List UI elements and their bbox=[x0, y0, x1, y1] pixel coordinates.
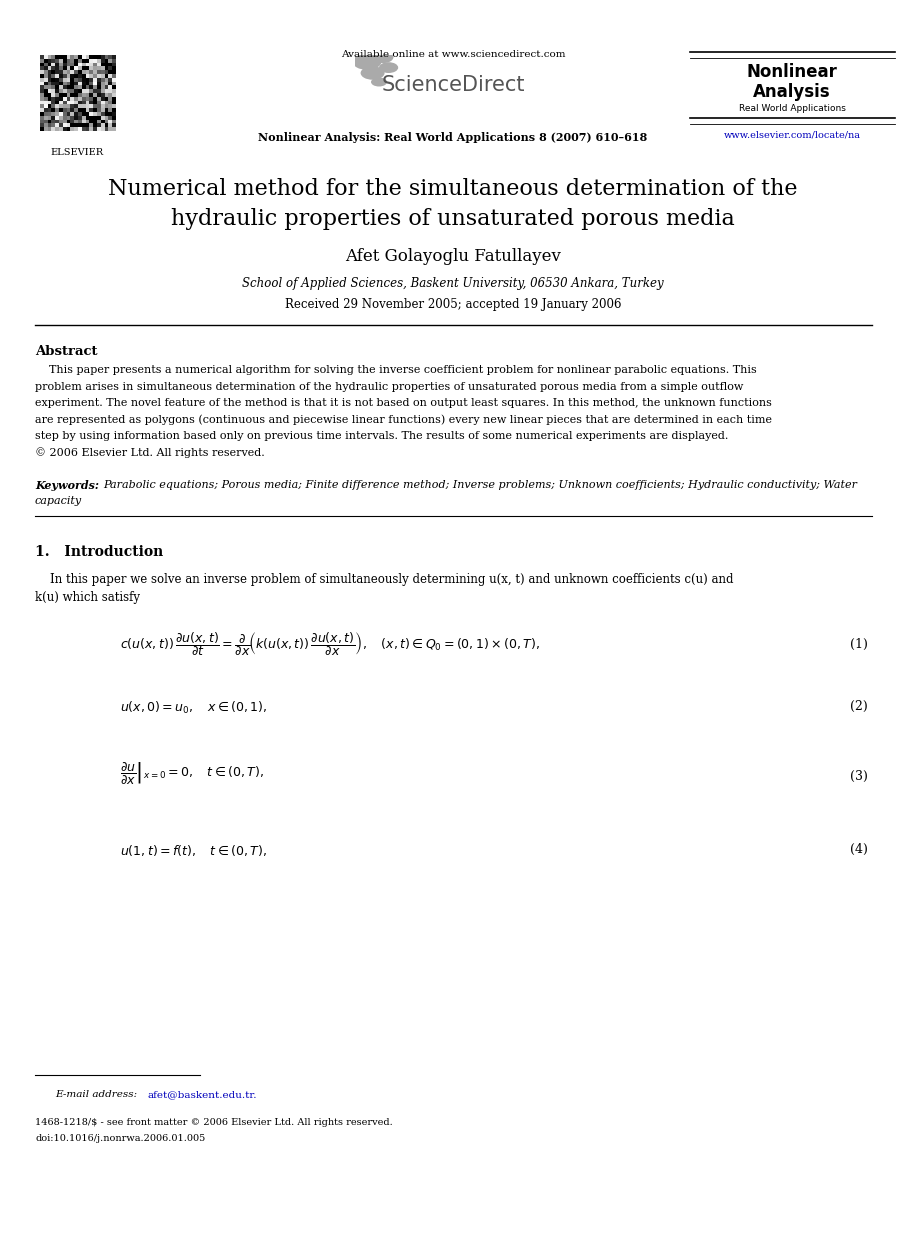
Text: © 2006 Elsevier Ltd. All rights reserved.: © 2006 Elsevier Ltd. All rights reserved… bbox=[35, 447, 265, 458]
Text: $c(u(x,t))\,\dfrac{\partial u(x,t)}{\partial t} = \dfrac{\partial}{\partial x}\!: $c(u(x,t))\,\dfrac{\partial u(x,t)}{\par… bbox=[120, 630, 540, 657]
Text: experiment. The novel feature of the method is that it is not based on output le: experiment. The novel feature of the met… bbox=[35, 397, 772, 409]
Text: hydraulic properties of unsaturated porous media: hydraulic properties of unsaturated poro… bbox=[171, 208, 735, 230]
Circle shape bbox=[361, 67, 385, 79]
Text: Nonlinear Analysis: Real World Applications 8 (2007) 610–618: Nonlinear Analysis: Real World Applicati… bbox=[258, 132, 648, 144]
Text: Keywords:: Keywords: bbox=[35, 480, 102, 491]
Text: Numerical method for the simultaneous determination of the: Numerical method for the simultaneous de… bbox=[108, 178, 798, 201]
Text: Analysis: Analysis bbox=[753, 83, 831, 102]
Text: problem arises in simultaneous determination of the hydraulic properties of unsa: problem arises in simultaneous determina… bbox=[35, 381, 744, 391]
Text: 1468-1218/$ - see front matter © 2006 Elsevier Ltd. All rights reserved.: 1468-1218/$ - see front matter © 2006 El… bbox=[35, 1118, 393, 1127]
Text: $u(x,0) = u_0,\quad x\in(0,1),$: $u(x,0) = u_0,\quad x\in(0,1),$ bbox=[120, 699, 268, 716]
Circle shape bbox=[379, 62, 398, 73]
Text: School of Applied Sciences, Baskent University, 06530 Ankara, Turkey: School of Applied Sciences, Baskent Univ… bbox=[242, 277, 664, 290]
Circle shape bbox=[373, 52, 394, 63]
Circle shape bbox=[371, 78, 387, 87]
Text: doi:10.1016/j.nonrwa.2006.01.005: doi:10.1016/j.nonrwa.2006.01.005 bbox=[35, 1134, 205, 1143]
Text: $\left.\dfrac{\partial u}{\partial x}\right|_{x=0} = 0,\quad t\in(0,T),$: $\left.\dfrac{\partial u}{\partial x}\ri… bbox=[120, 760, 264, 786]
Text: step by using information based only on previous time intervals. The results of : step by using information based only on … bbox=[35, 431, 728, 441]
Text: (3): (3) bbox=[850, 770, 868, 782]
Text: Nonlinear: Nonlinear bbox=[746, 63, 837, 80]
Text: k(u) which satisfy: k(u) which satisfy bbox=[35, 591, 140, 604]
Text: In this paper we solve an inverse problem of simultaneously determining u(x, t) : In this paper we solve an inverse proble… bbox=[35, 573, 734, 586]
Text: $u(1,t) = f(t),\quad t\in(0,T),$: $u(1,t) = f(t),\quad t\in(0,T),$ bbox=[120, 843, 267, 858]
Text: (4): (4) bbox=[850, 843, 868, 855]
Text: Available online at www.sciencedirect.com: Available online at www.sciencedirect.co… bbox=[341, 50, 565, 59]
Text: are represented as polygons (continuous and piecewise linear functions) every ne: are represented as polygons (continuous … bbox=[35, 415, 772, 425]
Text: This paper presents a numerical algorithm for solving the inverse coefficient pr: This paper presents a numerical algorith… bbox=[35, 365, 756, 375]
Text: Parabolic equations; Porous media; Finite difference method; Inverse problems; U: Parabolic equations; Porous media; Finit… bbox=[103, 480, 857, 490]
Text: Abstract: Abstract bbox=[35, 345, 97, 358]
Text: E-mail address:: E-mail address: bbox=[55, 1089, 141, 1099]
Text: afet@baskent.edu.tr.: afet@baskent.edu.tr. bbox=[148, 1089, 258, 1099]
Text: Real World Applications: Real World Applications bbox=[738, 104, 845, 113]
Text: Received 29 November 2005; accepted 19 January 2006: Received 29 November 2005; accepted 19 J… bbox=[285, 298, 621, 311]
Text: capacity: capacity bbox=[35, 496, 83, 506]
Text: (1): (1) bbox=[850, 638, 868, 651]
Text: Afet Golayoglu Fatullayev: Afet Golayoglu Fatullayev bbox=[345, 248, 561, 265]
Text: ScienceDirect: ScienceDirect bbox=[381, 76, 525, 95]
Text: 1.   Introduction: 1. Introduction bbox=[35, 545, 163, 560]
Circle shape bbox=[353, 53, 382, 69]
Text: (2): (2) bbox=[850, 699, 868, 713]
Text: www.elsevier.com/locate/na: www.elsevier.com/locate/na bbox=[724, 130, 861, 139]
Text: ELSEVIER: ELSEVIER bbox=[51, 149, 103, 157]
